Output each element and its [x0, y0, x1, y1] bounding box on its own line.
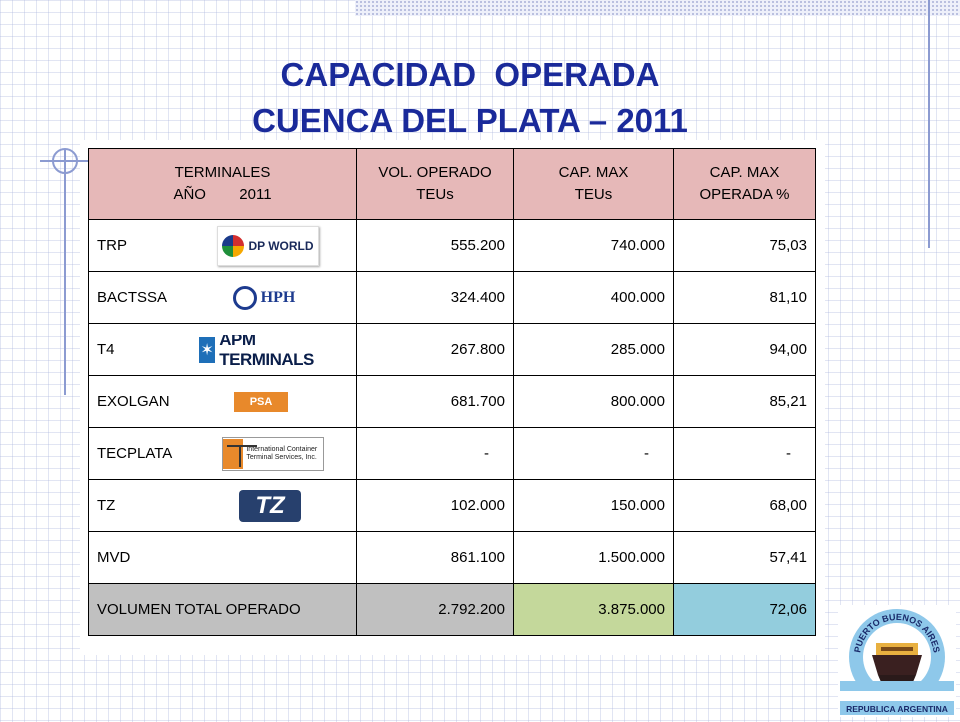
vol-cell: 324.400 [356, 271, 514, 324]
vol-cell: 102.000 [356, 479, 514, 532]
total-cap-cell: 3.875.000 [513, 583, 674, 636]
total-label: VOLUMEN TOTAL OPERADO [88, 583, 357, 636]
ictsi-logo: International Container Terminal Service… [222, 436, 324, 471]
terminal-cell: TRP DP WORLD [88, 219, 357, 272]
pct-cell: 75,03 [673, 219, 816, 272]
table-row: TZ TZ 102.000 150.000 68,00 [88, 479, 816, 532]
terminal-name: BACTSSA [97, 289, 168, 306]
cap-cell: 740.000 [513, 219, 674, 272]
top-decor-band [355, 0, 960, 16]
vol-cell: 267.800 [356, 323, 514, 376]
hph-globe-icon [232, 285, 257, 310]
port-seal-icon: PUERTO BUENOS AIRES REPUBLICA ARGENTINA [838, 605, 956, 717]
puerto-buenos-aires-seal: PUERTO BUENOS AIRES REPUBLICA ARGENTINA [838, 605, 956, 717]
table-total-row: VOLUMEN TOTAL OPERADO 2.792.200 3.875.00… [88, 583, 816, 636]
terminal-name: T4 [97, 341, 115, 358]
table-header-row: TERMINALES AÑO 2011 VOL. OPERADO TEUs CA… [88, 148, 816, 220]
total-vol-cell: 2.792.200 [356, 583, 514, 636]
psa-logo: PSA [234, 391, 288, 412]
svg-text:REPUBLICA ARGENTINA: REPUBLICA ARGENTINA [846, 704, 948, 714]
table-row: TRP DP WORLD 555.200 740.000 75,03 [88, 219, 816, 272]
header-terminales: TERMINALES AÑO 2011 [88, 148, 357, 220]
title-line-1: CAPACIDAD OPERADA [280, 56, 660, 93]
cap-cell: - [513, 427, 674, 480]
terminal-cell: EXOLGAN PSA [88, 375, 357, 428]
pct-cell: 85,21 [673, 375, 816, 428]
vol-cell: 861.100 [356, 531, 514, 584]
dp-world-logo: DP WORLD [217, 225, 319, 266]
table-row: TECPLATA International Container Termina… [88, 427, 816, 480]
total-pct-cell: 72,06 [673, 583, 816, 636]
cap-cell: 800.000 [513, 375, 674, 428]
capacity-table: TERMINALES AÑO 2011 VOL. OPERADO TEUs CA… [88, 148, 816, 636]
cap-cell: 400.000 [513, 271, 674, 324]
header-cap-max-operada: CAP. MAX OPERADA % [673, 148, 816, 220]
slide-title: CAPACIDAD OPERADA CUENCA DEL PLATA – 201… [120, 52, 820, 144]
vol-cell: 681.700 [356, 375, 514, 428]
header-vol-operado: VOL. OPERADO TEUs [356, 148, 514, 220]
title-line-2: CUENCA DEL PLATA – 2011 [252, 102, 688, 139]
decor-line-right [928, 0, 930, 248]
terminal-name: MVD [97, 549, 131, 566]
pct-cell: 81,10 [673, 271, 816, 324]
terminal-cell: TZ TZ [88, 479, 357, 532]
pct-cell: - [673, 427, 816, 480]
decor-circle [52, 148, 78, 174]
table-row: BACTSSA HPH 324.400 400.000 81,10 [88, 271, 816, 324]
dp-world-globe-icon [222, 234, 245, 257]
terminal-name: EXOLGAN [97, 393, 170, 410]
decor-line-left [64, 150, 66, 395]
cap-cell: 150.000 [513, 479, 674, 532]
terminal-name: TECPLATA [97, 445, 173, 462]
terminal-cell: MVD [88, 531, 357, 584]
table-row: EXOLGAN PSA 681.700 800.000 85,21 [88, 375, 816, 428]
terminal-name: TZ [97, 497, 116, 514]
pct-cell: 68,00 [673, 479, 816, 532]
vol-cell: 555.200 [356, 219, 514, 272]
cap-cell: 285.000 [513, 323, 674, 376]
table-row: T4 ✶ APM TERMINALS 267.800 285.000 94,00 [88, 323, 816, 376]
terminal-name: TRP [97, 237, 127, 254]
terminal-cell: T4 ✶ APM TERMINALS [88, 323, 357, 376]
apm-terminals-logo: ✶ APM TERMINALS [199, 334, 341, 365]
table-row: MVD 861.100 1.500.000 57,41 [88, 531, 816, 584]
tz-logo: TZ [239, 489, 301, 522]
crane-icon [223, 438, 258, 469]
apm-star-icon: ✶ [199, 336, 216, 363]
header-cap-max: CAP. MAX TEUs [513, 148, 674, 220]
pct-cell: 57,41 [673, 531, 816, 584]
cap-cell: 1.500.000 [513, 531, 674, 584]
terminal-cell: TECPLATA International Container Termina… [88, 427, 357, 480]
hph-logo: HPH [229, 280, 299, 315]
terminal-cell: BACTSSA HPH [88, 271, 357, 324]
pct-cell: 94,00 [673, 323, 816, 376]
vol-cell: - [356, 427, 514, 480]
